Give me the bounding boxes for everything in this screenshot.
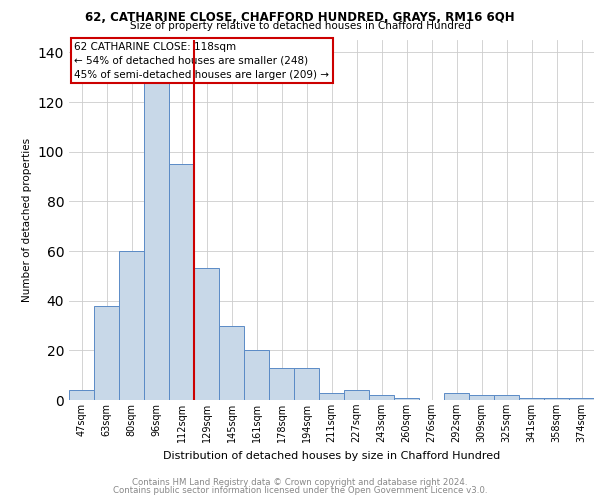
Text: Size of property relative to detached houses in Chafford Hundred: Size of property relative to detached ho… bbox=[130, 21, 470, 31]
Bar bbox=[69, 390, 94, 400]
Bar bbox=[519, 398, 544, 400]
Text: Contains HM Land Registry data © Crown copyright and database right 2024.: Contains HM Land Registry data © Crown c… bbox=[132, 478, 468, 487]
Bar bbox=[469, 395, 494, 400]
Y-axis label: Number of detached properties: Number of detached properties bbox=[22, 138, 32, 302]
Text: 62 CATHARINE CLOSE: 118sqm
← 54% of detached houses are smaller (248)
45% of sem: 62 CATHARINE CLOSE: 118sqm ← 54% of deta… bbox=[74, 42, 329, 80]
Bar bbox=[169, 164, 194, 400]
Bar bbox=[219, 326, 244, 400]
Bar bbox=[369, 395, 394, 400]
Bar bbox=[319, 392, 344, 400]
Bar bbox=[394, 398, 419, 400]
Bar bbox=[194, 268, 219, 400]
Bar bbox=[494, 395, 519, 400]
X-axis label: Distribution of detached houses by size in Chafford Hundred: Distribution of detached houses by size … bbox=[163, 450, 500, 460]
Bar bbox=[569, 398, 594, 400]
Bar bbox=[144, 77, 169, 400]
Bar bbox=[344, 390, 369, 400]
Bar bbox=[94, 306, 119, 400]
Bar bbox=[119, 251, 144, 400]
Bar bbox=[269, 368, 294, 400]
Bar bbox=[544, 398, 569, 400]
Bar bbox=[294, 368, 319, 400]
Bar bbox=[444, 392, 469, 400]
Text: 62, CATHARINE CLOSE, CHAFFORD HUNDRED, GRAYS, RM16 6QH: 62, CATHARINE CLOSE, CHAFFORD HUNDRED, G… bbox=[85, 11, 515, 24]
Bar bbox=[244, 350, 269, 400]
Text: Contains public sector information licensed under the Open Government Licence v3: Contains public sector information licen… bbox=[113, 486, 487, 495]
